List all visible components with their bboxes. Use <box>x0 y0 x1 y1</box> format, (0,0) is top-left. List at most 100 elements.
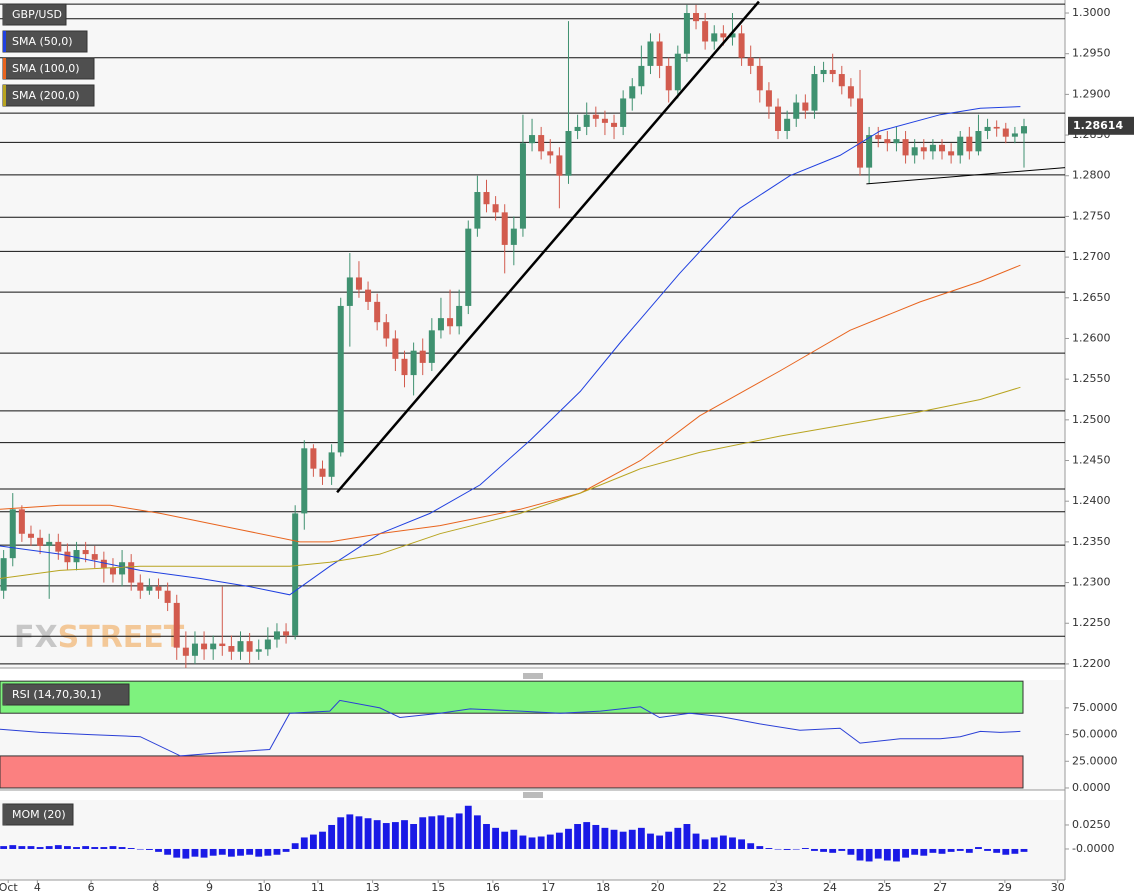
y-tick-label: 1.2550 <box>1072 372 1111 385</box>
candle-body <box>884 139 891 144</box>
mom-bar <box>109 846 117 849</box>
candle-body <box>465 228 472 306</box>
candle-body <box>292 513 299 636</box>
candle-body <box>729 33 736 38</box>
mom-bar <box>555 832 563 849</box>
candle-body <box>173 602 180 648</box>
mom-bar <box>136 848 144 850</box>
candle-body <box>264 639 271 650</box>
candle-body <box>711 33 718 42</box>
candle-body <box>0 558 7 591</box>
candle-body <box>611 122 618 127</box>
mom-bar <box>355 816 363 849</box>
mom-bar <box>227 848 235 857</box>
candle-body <box>310 448 317 469</box>
candle-body <box>246 641 253 652</box>
mom-bar <box>36 847 44 849</box>
mom-bar <box>337 817 345 849</box>
candle-body <box>556 155 563 176</box>
candle-body <box>847 86 854 99</box>
mom-bar <box>947 848 955 852</box>
mom-bar <box>1020 848 1028 852</box>
mom-bar <box>619 831 627 849</box>
candle-body <box>720 33 727 38</box>
mom-bar <box>127 848 135 849</box>
y-tick-label: 75.0000 <box>1072 701 1118 714</box>
mom-bar <box>546 834 554 849</box>
mom-bar <box>182 848 190 859</box>
mom-bar <box>683 824 691 849</box>
mom-bar <box>382 823 390 849</box>
mom-bar <box>1002 848 1010 855</box>
candle-body <box>100 559 107 568</box>
candle-body <box>601 118 608 123</box>
candle-body <box>383 322 390 339</box>
mom-bar <box>874 848 882 859</box>
candle-body <box>283 631 290 636</box>
mom-bar <box>920 848 928 856</box>
y-tick-label: 1.2250 <box>1072 616 1111 629</box>
y-tick-label: 1.2800 <box>1072 169 1111 182</box>
mom-bar <box>993 848 1001 853</box>
mom-bar <box>391 822 399 849</box>
candle-body <box>592 114 599 119</box>
y-tick-label: 1.2300 <box>1072 576 1111 589</box>
candle-body <box>255 649 262 652</box>
mom-bar <box>218 848 226 855</box>
mom-bar <box>537 836 545 849</box>
mom-bar <box>209 848 217 856</box>
candle-body <box>857 98 864 168</box>
candle-body <box>693 13 700 22</box>
mom-bar <box>519 835 527 849</box>
candle-body <box>27 533 34 538</box>
candle-body <box>164 590 171 603</box>
candle-body <box>337 305 344 453</box>
candle-body <box>91 554 98 560</box>
y-tick-label: 50.0000 <box>1072 728 1118 741</box>
x-tick-label: 17 <box>541 881 555 894</box>
mom-bar <box>637 827 645 849</box>
x-tick-label: 8 <box>152 881 159 894</box>
candle-body <box>392 338 399 359</box>
resize-grip[interactable] <box>523 673 543 679</box>
candle-body <box>583 114 590 127</box>
mom-bar <box>583 822 591 849</box>
mom-bar <box>264 848 272 856</box>
candle-body <box>920 147 927 152</box>
mom-bar <box>91 847 99 849</box>
mom-bar <box>975 847 982 849</box>
candle-body <box>574 126 581 131</box>
mom-bar <box>738 839 745 849</box>
x-tick-label: 6 <box>88 881 95 894</box>
mom-bar <box>300 837 308 849</box>
mom-bar <box>200 848 208 858</box>
mom-bar <box>18 846 26 849</box>
candle-body <box>109 567 116 575</box>
x-tick-label: 9 <box>206 881 213 894</box>
candle-body <box>410 350 417 376</box>
candle-body <box>793 102 800 119</box>
resize-grip[interactable] <box>523 792 543 798</box>
candle-body <box>237 641 244 652</box>
x-tick-label: 15 <box>431 881 445 894</box>
y-tick-label: 25.0000 <box>1072 754 1118 767</box>
candle-body <box>893 139 900 144</box>
mom-bar <box>455 813 463 849</box>
candle-body <box>273 631 280 640</box>
candle-body <box>911 147 918 156</box>
candle-body <box>37 537 44 546</box>
mom-bar <box>373 820 381 849</box>
mom-bar <box>601 827 609 849</box>
candle-body <box>948 151 955 156</box>
last-price-tag <box>1068 116 1134 135</box>
mom-bar <box>73 847 80 849</box>
mom-bar <box>656 835 664 849</box>
mom-bar <box>665 831 673 849</box>
candle-body <box>565 130 572 176</box>
candle-body <box>775 106 782 131</box>
candle-body <box>875 135 882 140</box>
mom-bar <box>984 848 991 851</box>
mom-bar <box>145 848 153 850</box>
mom-bar <box>428 816 436 849</box>
candle-body <box>902 139 909 156</box>
